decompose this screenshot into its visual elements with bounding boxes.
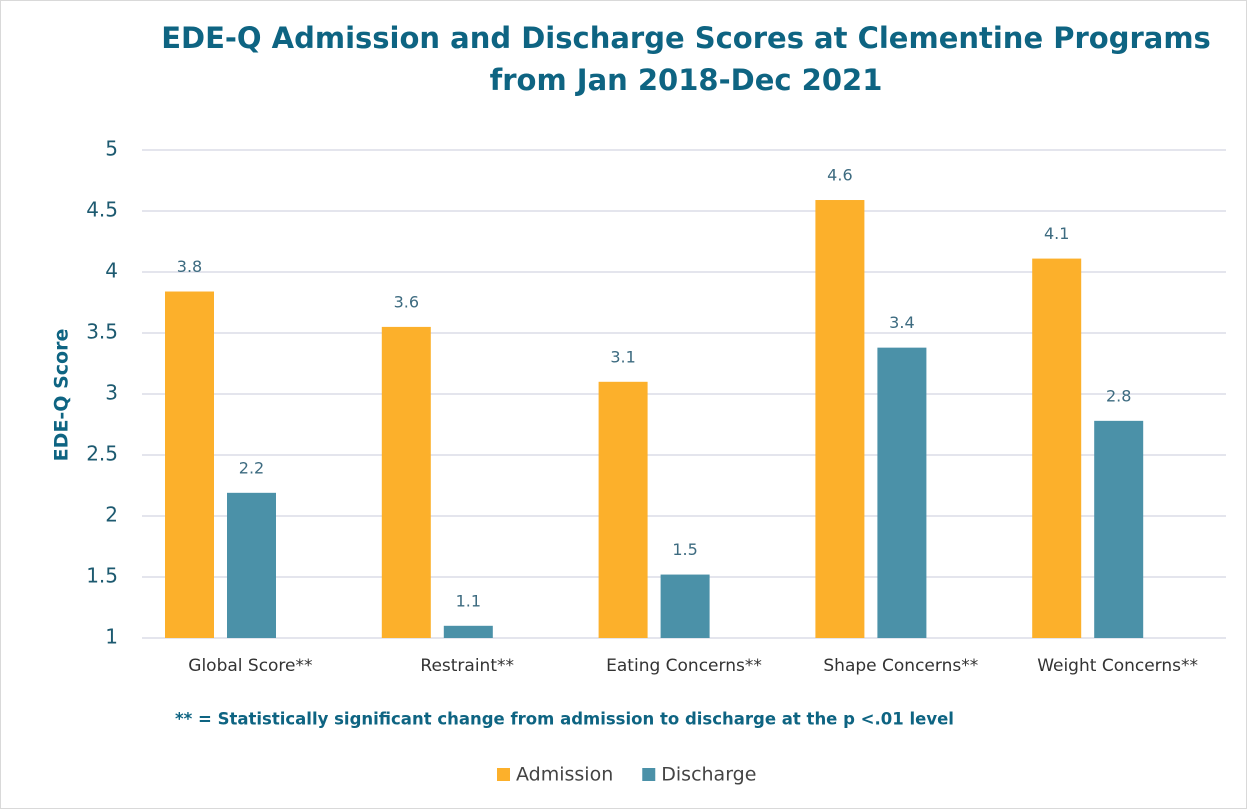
data-label: 4.1 <box>1044 224 1069 243</box>
y-tick-label: 2.5 <box>86 442 118 466</box>
y-tick-label: 5 <box>105 137 118 161</box>
bar <box>227 492 276 638</box>
x-tick-label: Shape Concerns** <box>823 656 978 676</box>
bar <box>660 574 710 638</box>
footnote: ** = Statistically significant change fr… <box>175 710 954 729</box>
data-label: 2.2 <box>239 458 264 477</box>
data-label: 3.8 <box>177 257 202 276</box>
y-tick-label: 3.5 <box>86 320 118 344</box>
x-tick-label: Weight Concerns** <box>1037 656 1198 676</box>
x-tick-label: Global Score** <box>188 656 312 676</box>
data-label: 3.4 <box>889 313 914 332</box>
x-tick-label: Restraint** <box>420 656 514 676</box>
y-tick-label: 2 <box>105 503 118 527</box>
y-tick-label: 4.5 <box>86 198 118 222</box>
chart-title: from Jan 2018-Dec 2021 <box>490 63 883 97</box>
data-label: 3.1 <box>610 347 635 366</box>
legend-swatch <box>497 768 510 781</box>
data-label: 3.6 <box>394 292 419 311</box>
y-tick-label: 1.5 <box>86 564 118 588</box>
x-tick-label: Eating Concerns** <box>606 656 762 676</box>
data-label: 2.8 <box>1106 386 1131 405</box>
legend-swatch <box>642 768 656 781</box>
bar <box>443 625 493 638</box>
y-tick-label: 4 <box>105 259 118 283</box>
legend-label: Discharge <box>661 764 756 786</box>
y-tick-label: 1 <box>105 625 118 649</box>
bar <box>815 200 865 638</box>
data-label: 1.1 <box>456 591 481 610</box>
chart-title: EDE-Q Admission and Discharge Scores at … <box>161 21 1211 55</box>
data-label: 1.5 <box>672 540 697 559</box>
bar <box>1094 420 1144 638</box>
y-axis-label: EDE-Q Score <box>51 329 73 462</box>
legend-label: Admission <box>516 764 613 786</box>
bar <box>877 347 927 638</box>
bar <box>381 326 431 638</box>
bar <box>165 291 214 638</box>
y-tick-label: 3 <box>105 381 118 405</box>
bar <box>598 381 648 638</box>
bar <box>1032 258 1082 638</box>
data-label: 4.6 <box>827 166 852 185</box>
